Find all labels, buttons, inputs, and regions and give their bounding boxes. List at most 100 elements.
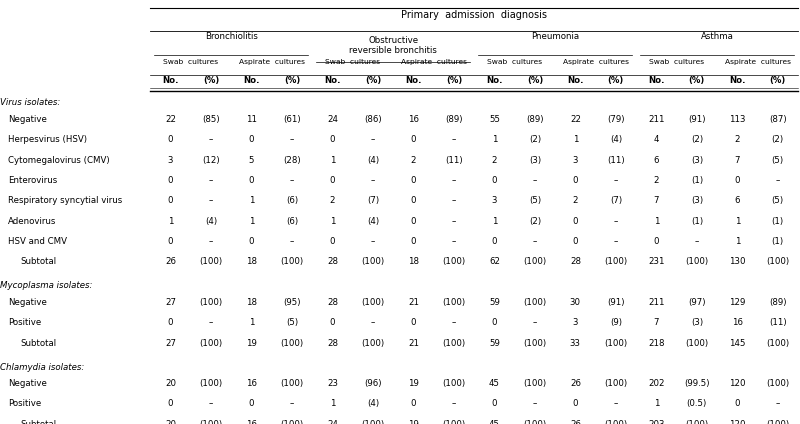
Text: (100): (100) [281,257,303,266]
Text: 1: 1 [492,217,497,226]
Text: (5): (5) [772,196,784,205]
Text: 26: 26 [570,379,581,388]
Text: 19: 19 [408,379,419,388]
Text: (1): (1) [690,176,703,185]
Text: 2: 2 [654,176,659,185]
Text: 0: 0 [654,237,659,246]
Text: –: – [694,237,699,246]
Text: 0: 0 [249,399,254,408]
Text: (100): (100) [686,420,708,424]
Text: 0: 0 [410,399,416,408]
Text: Enterovirus: Enterovirus [8,176,58,185]
Text: 1: 1 [168,217,174,226]
Text: 0: 0 [330,176,335,185]
Text: Chlamydia isolates:: Chlamydia isolates: [0,363,84,371]
Text: –: – [209,135,214,145]
Text: 202: 202 [648,379,665,388]
Text: 0: 0 [492,237,497,246]
Text: 19: 19 [408,420,419,424]
Text: 0: 0 [330,237,335,246]
Text: No.: No. [243,76,260,85]
Text: 7: 7 [654,196,659,205]
Text: Aspirate  cultures: Aspirate cultures [562,59,629,65]
Text: (100): (100) [281,420,303,424]
Text: 0: 0 [168,318,174,327]
Text: 11: 11 [246,115,257,124]
Text: Positive: Positive [8,399,42,408]
Text: 23: 23 [327,379,338,388]
Text: 1: 1 [654,399,659,408]
Text: (87): (87) [769,115,786,124]
Text: 45: 45 [489,379,500,388]
Text: (%): (%) [608,76,624,85]
Text: 120: 120 [729,379,746,388]
Text: (%): (%) [446,76,462,85]
Text: (28): (28) [283,156,301,165]
Text: (100): (100) [281,338,303,348]
Text: No.: No. [162,76,179,85]
Text: 20: 20 [165,379,176,388]
Text: (100): (100) [604,379,627,388]
Text: Negative: Negative [8,298,47,307]
Text: (100): (100) [442,379,466,388]
Text: 7: 7 [734,156,740,165]
Text: (3): (3) [690,156,703,165]
Text: (89): (89) [445,115,462,124]
Text: (6): (6) [286,217,298,226]
Text: 120: 120 [729,420,746,424]
Text: 1: 1 [492,135,497,145]
Text: 0: 0 [734,399,740,408]
Text: No.: No. [486,76,502,85]
Text: (100): (100) [604,338,627,348]
Text: (5): (5) [772,156,784,165]
Text: (2): (2) [690,135,703,145]
Text: 218: 218 [648,338,665,348]
Text: 0: 0 [573,217,578,226]
Text: 45: 45 [489,420,500,424]
Text: 6: 6 [654,156,659,165]
Text: Obstructive
reversible bronchitis: Obstructive reversible bronchitis [350,36,437,55]
Text: Swab  cultures: Swab cultures [649,59,704,65]
Text: 28: 28 [570,257,581,266]
Text: (7): (7) [610,196,622,205]
Text: (5): (5) [286,318,298,327]
Text: 0: 0 [573,237,578,246]
Text: 2: 2 [410,156,416,165]
Text: (100): (100) [442,420,466,424]
Text: 0: 0 [410,135,416,145]
Text: (100): (100) [766,420,790,424]
Text: (100): (100) [281,379,303,388]
Text: (%): (%) [526,76,543,85]
Text: –: – [776,399,780,408]
Text: (6): (6) [286,196,298,205]
Text: 22: 22 [570,115,581,124]
Text: (7): (7) [367,196,379,205]
Text: Virus isolates:: Virus isolates: [0,98,60,107]
Text: (100): (100) [362,257,385,266]
Text: 0: 0 [410,237,416,246]
Text: Asthma: Asthma [701,32,734,42]
Text: –: – [290,176,294,185]
Text: 19: 19 [246,338,257,348]
Text: (2): (2) [529,135,541,145]
Text: –: – [370,318,375,327]
Text: –: – [614,217,618,226]
Text: 28: 28 [327,338,338,348]
Text: 55: 55 [489,115,500,124]
Text: 0: 0 [168,135,174,145]
Text: (3): (3) [690,196,703,205]
Text: Aspirate  cultures: Aspirate cultures [725,59,790,65]
Text: –: – [614,399,618,408]
Text: 20: 20 [165,420,176,424]
Text: 203: 203 [648,420,665,424]
Text: –: – [452,217,456,226]
Text: (91): (91) [607,298,625,307]
Text: 28: 28 [327,257,338,266]
Text: (96): (96) [364,379,382,388]
Text: 6: 6 [734,196,740,205]
Text: 211: 211 [648,298,665,307]
Text: –: – [452,399,456,408]
Text: –: – [290,237,294,246]
Text: 24: 24 [327,115,338,124]
Text: –: – [290,399,294,408]
